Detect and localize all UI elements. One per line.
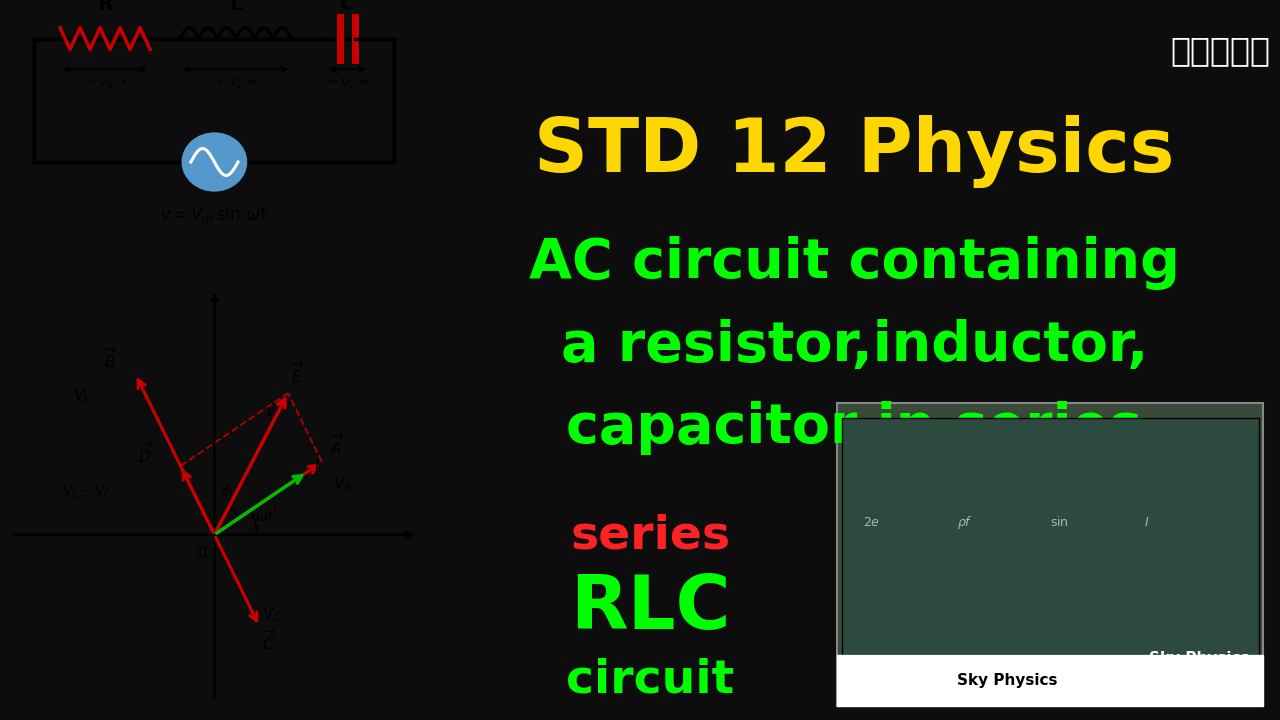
Text: $\overrightarrow{A}$: $\overrightarrow{A}$ (330, 434, 344, 459)
Text: $\leftarrow V_C \rightarrow$: $\leftarrow V_C \rightarrow$ (325, 76, 370, 91)
Text: $i$: $i$ (271, 503, 278, 517)
Text: STD 12 Physics: STD 12 Physics (534, 114, 1175, 188)
Text: $V_L$: $V_L$ (73, 387, 91, 405)
FancyBboxPatch shape (837, 403, 1263, 706)
Text: $\rho f$: $\rho f$ (956, 513, 973, 531)
Text: $\overrightarrow{B}$: $\overrightarrow{B}$ (105, 346, 118, 371)
Text: Sky Physics: Sky Physics (957, 673, 1057, 688)
Text: தமிழ்: தமிழ் (1170, 34, 1271, 67)
Text: $V_L - V_C$: $V_L - V_C$ (61, 484, 113, 500)
Text: $\leftarrow V_L \rightarrow$: $\leftarrow V_L \rightarrow$ (214, 76, 257, 91)
Text: R: R (97, 0, 113, 14)
Text: a resistor,inductor,: a resistor,inductor, (561, 318, 1148, 373)
Text: AC circuit containing: AC circuit containing (529, 236, 1180, 289)
Text: $V_R$: $V_R$ (333, 474, 352, 493)
Text: $\overrightarrow{D}$: $\overrightarrow{D}$ (138, 441, 154, 466)
Text: capacitor in series: capacitor in series (566, 401, 1143, 455)
Text: 0: 0 (198, 546, 207, 561)
Text: $V_C$: $V_C$ (262, 606, 282, 624)
Text: series: series (570, 514, 730, 559)
Text: C: C (339, 0, 355, 14)
Text: circuit: circuit (566, 658, 735, 703)
Text: $2e$: $2e$ (863, 516, 881, 528)
Text: $v = V_m\,\sin\,\omega t$: $v = V_m\,\sin\,\omega t$ (160, 204, 269, 225)
Text: Sky Physics: Sky Physics (1149, 652, 1249, 666)
Text: L: L (229, 0, 242, 14)
Text: $\leftarrow V_R \rightarrow$: $\leftarrow V_R \rightarrow$ (83, 76, 128, 91)
Text: $\overrightarrow{C}$: $\overrightarrow{C}$ (262, 629, 276, 652)
Text: $\overrightarrow{E}$: $\overrightarrow{E}$ (291, 362, 305, 386)
Text: $I$: $I$ (314, 456, 320, 472)
Text: $\phi$: $\phi$ (221, 482, 233, 501)
Circle shape (182, 133, 247, 191)
FancyBboxPatch shape (842, 418, 1258, 655)
Text: $\sin$: $\sin$ (1050, 515, 1069, 528)
FancyBboxPatch shape (837, 655, 1263, 706)
Text: $v$: $v$ (265, 405, 276, 419)
Text: $I$: $I$ (1144, 516, 1149, 528)
Text: RLC: RLC (570, 572, 731, 645)
Text: $\omega t$: $\omega t$ (255, 510, 274, 524)
